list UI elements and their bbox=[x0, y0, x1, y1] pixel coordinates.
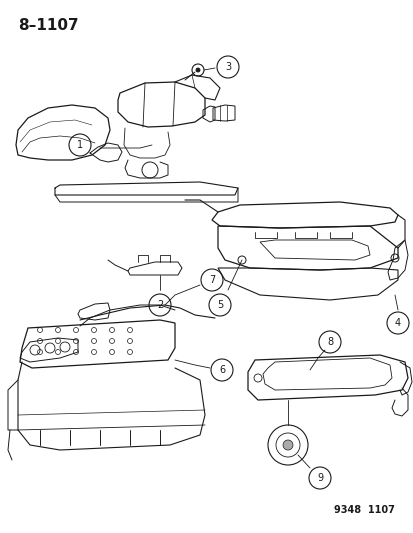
Circle shape bbox=[195, 68, 199, 72]
Text: 5: 5 bbox=[216, 300, 223, 310]
Text: 7: 7 bbox=[209, 275, 215, 285]
Circle shape bbox=[282, 440, 292, 450]
Text: 1: 1 bbox=[77, 140, 83, 150]
Text: 4: 4 bbox=[394, 318, 400, 328]
Text: 8: 8 bbox=[326, 337, 332, 347]
Text: 9: 9 bbox=[316, 473, 322, 483]
Text: 9348  1107: 9348 1107 bbox=[333, 505, 394, 515]
Text: 8–1107: 8–1107 bbox=[18, 18, 78, 33]
Text: 6: 6 bbox=[218, 365, 225, 375]
Text: 2: 2 bbox=[157, 300, 163, 310]
Text: 3: 3 bbox=[224, 62, 230, 72]
